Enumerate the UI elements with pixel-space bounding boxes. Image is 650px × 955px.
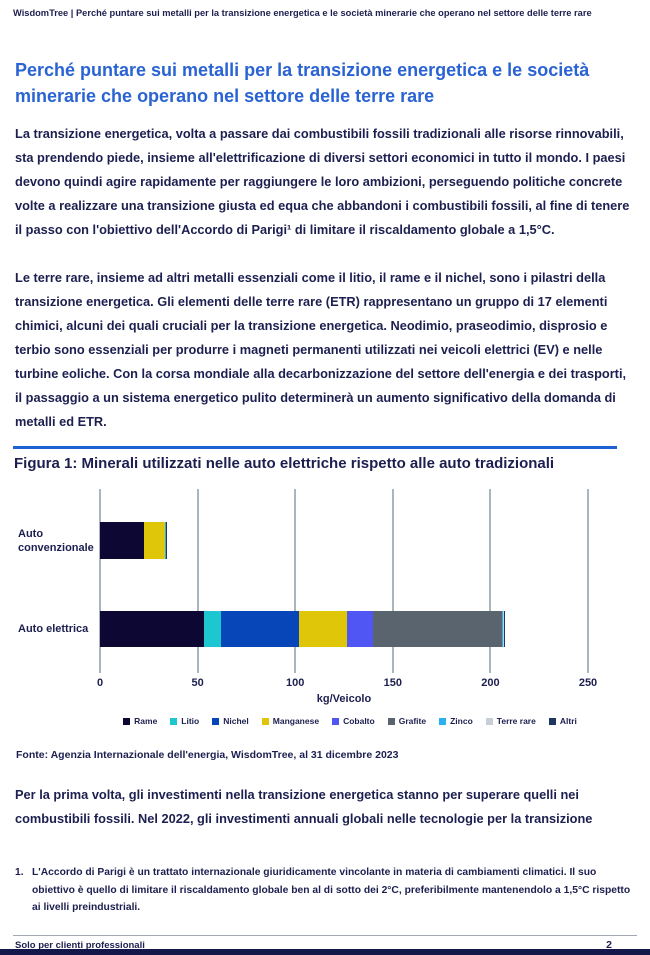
legend-label: Zinco [450, 716, 473, 726]
legend-item-zinco: Zinco [439, 716, 473, 726]
gridline-0 [99, 489, 101, 673]
minerals-bar-chart: Auto convenzionale Auto elettrica 0 50 100… [15, 487, 635, 737]
bar-segment-nichel [221, 611, 300, 647]
x-axis-ticks: 0 50 100 150 200 250 [96, 677, 597, 691]
x-tick-label-250: 250 [578, 677, 598, 689]
page-title-line-1: Perché puntare sui metalli per la transi… [15, 60, 590, 80]
legend-label: Altri [559, 716, 577, 726]
bar-segment-terre-rare [503, 611, 505, 647]
legend-label: Nichel [223, 716, 249, 726]
footer-divider-rule [13, 935, 637, 936]
bar-electric-car [100, 611, 506, 647]
bar-segment-grafite [372, 611, 503, 647]
legend-label: Cobalto [343, 716, 375, 726]
gridline-150 [391, 489, 394, 673]
legend-item-altri: Altri [548, 716, 577, 726]
paragraph-investments: Per la prima volta, gli investimenti nel… [15, 787, 593, 826]
legend-item-terre-rare: Terre rare [485, 716, 536, 726]
x-tick-label-50: 50 [191, 677, 204, 689]
legend-label: Terre rare [496, 716, 536, 726]
legend-swatch-zinco [439, 717, 447, 725]
paragraph-rare-earths: Le terre rare, insieme ad altri metalli … [15, 270, 627, 429]
legend-swatch-rame [123, 717, 131, 725]
bar-segment-rame [100, 522, 144, 559]
footnote: 1. L'Accordo di Parigi è un trattato int… [15, 864, 637, 917]
bar-segment-altri [166, 522, 168, 559]
paragraph-energy-transition: La transizione energetica, volta a passa… [15, 126, 630, 237]
figure-title: Figura 1: Minerali utilizzati nelle auto… [14, 455, 555, 472]
source-attribution: Fonte: Agenzia Internazionale dell'energ… [16, 749, 399, 761]
legend-swatch-litio [170, 717, 178, 725]
running-header: WisdomTree | Perché puntare sui metalli … [13, 8, 592, 18]
x-tick-label-150: 150 [383, 677, 402, 689]
legend-item-nichel: Nichel [212, 716, 249, 726]
bar-segment-cobalto [346, 611, 373, 647]
legend-item-rame: Rame [123, 716, 157, 726]
page-title: Perché puntare sui metalli per la transi… [15, 57, 640, 109]
bar-segment-litio [203, 611, 222, 647]
bar-segment-zinco [502, 611, 504, 647]
category-label-conventional-car: Auto convenzionale [18, 528, 94, 554]
x-axis-label: kg/Veicolo [316, 693, 372, 705]
legend-swatch-manganese [261, 717, 269, 725]
legend-item-grafite: Grafite [387, 716, 427, 726]
legend-item-manganese: Manganese [261, 716, 320, 726]
category-label-electric-car: Auto elettrica [18, 623, 89, 635]
legend-label: Rame [134, 716, 158, 726]
x-tick-label-0: 0 [96, 677, 104, 689]
bar-segment-manganese [143, 522, 166, 559]
legend-swatch-cobalto [332, 717, 340, 725]
page-title-line-2: minerarie che operano nel settore delle … [15, 86, 435, 106]
legend-item-cobalto: Cobalto [332, 716, 375, 726]
legend-swatch-nichel [212, 717, 220, 725]
bar-segment-zinco [165, 522, 167, 559]
gridline-100 [294, 489, 297, 673]
x-tick-label-200: 200 [481, 677, 500, 689]
bar-conventional-car [100, 522, 168, 559]
footnote-text: L'Accordo di Parigi è un trattato intern… [32, 867, 631, 913]
chart-plot-area [99, 489, 589, 673]
legend-swatch-terre-rare [485, 717, 493, 725]
x-tick-label-100: 100 [286, 677, 305, 689]
page-number: 2 [606, 939, 612, 951]
footnote-number: 1. [15, 867, 24, 878]
legend-item-litio: Litio [170, 716, 199, 726]
bar-segment-manganese [299, 611, 347, 647]
bar-segment-altri [504, 611, 506, 647]
legend-label: Grafite [398, 716, 427, 726]
gridline-250 [587, 489, 589, 673]
chart-legend: Rame Litio Nichel Manganese Cobalto Grafite Zi… [70, 716, 630, 726]
legend-swatch-grafite [387, 717, 395, 725]
bar-segment-rame [100, 611, 204, 647]
legend-swatch-altri [548, 717, 556, 725]
footer-disclaimer: Solo per clienti professionali [15, 940, 145, 951]
legend-label: Litio [181, 716, 200, 726]
legend-label: Manganese [272, 716, 320, 726]
gridline-50 [196, 489, 199, 673]
figure-divider-rule [13, 446, 617, 449]
gridline-200 [489, 489, 492, 673]
footer-brand-bar [0, 949, 650, 955]
